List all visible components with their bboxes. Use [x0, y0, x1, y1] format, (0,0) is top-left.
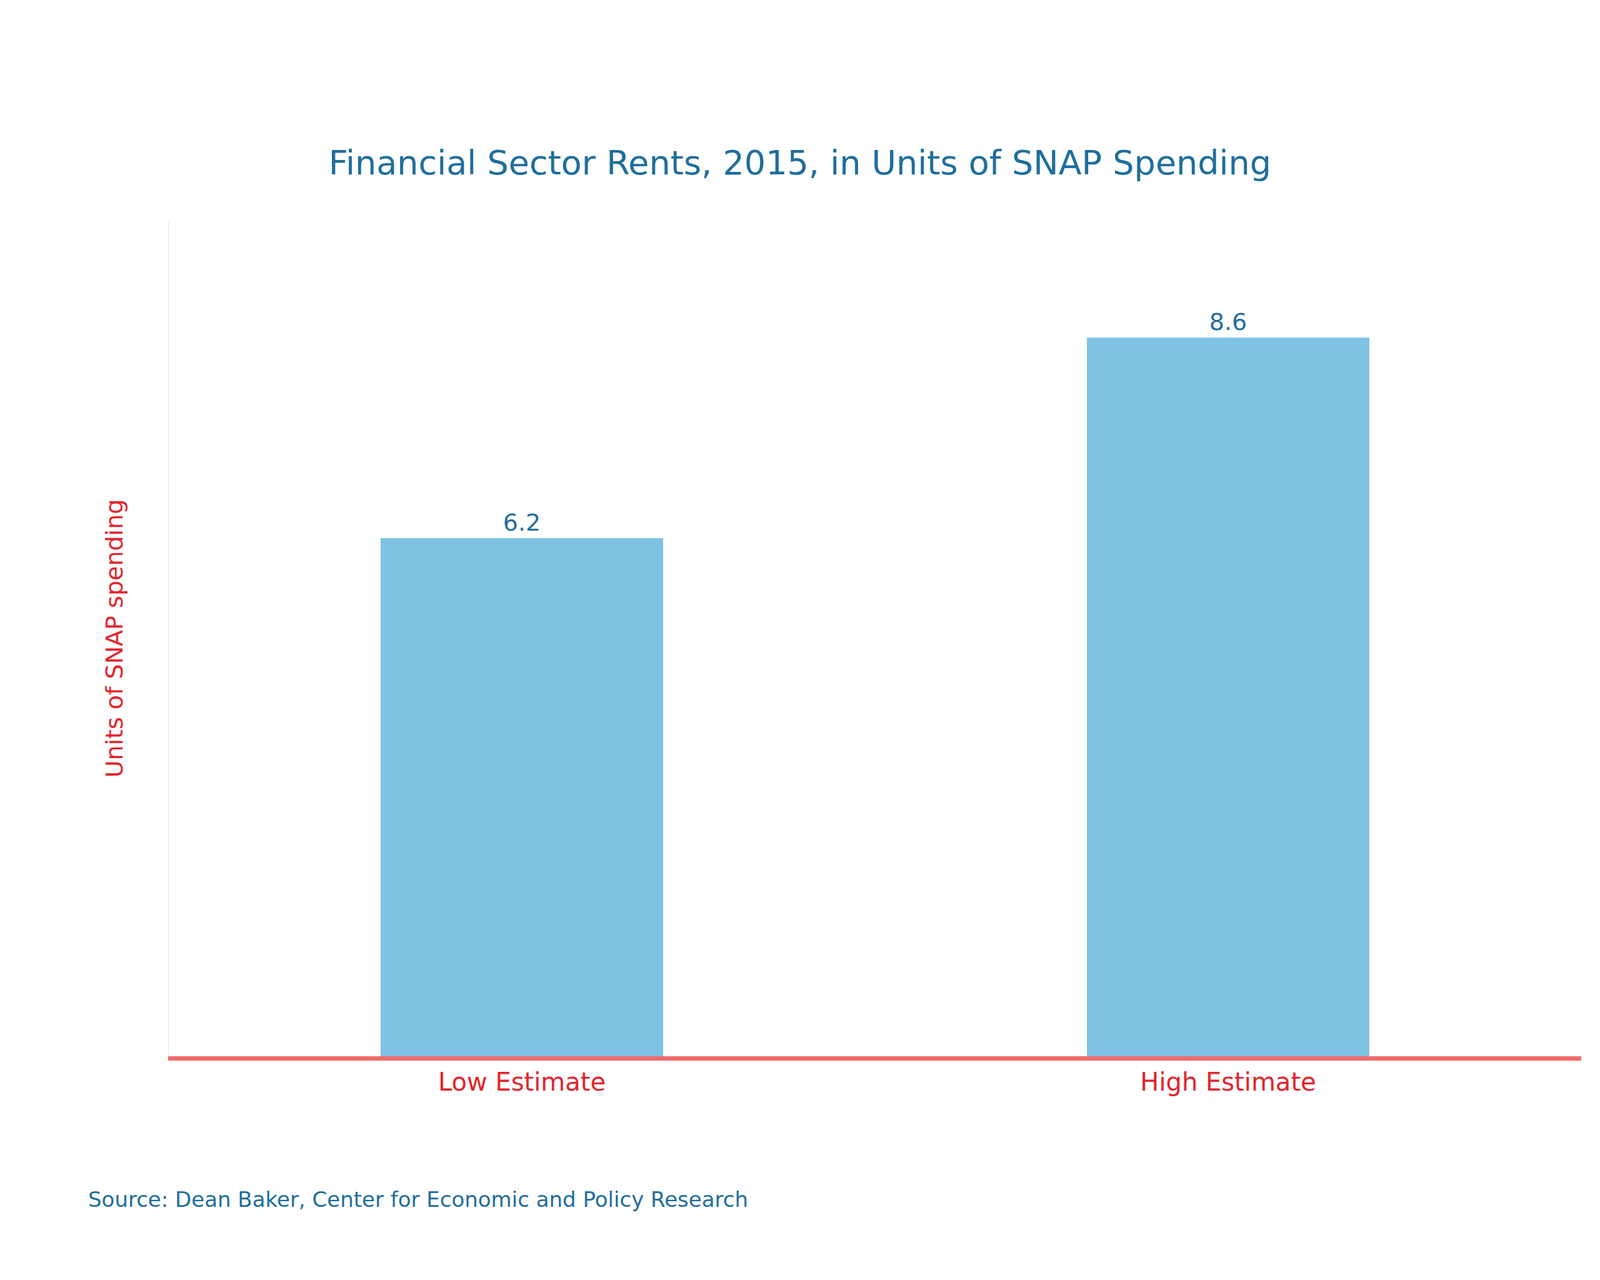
- svg-text:Low Estimate: Low Estimate: [438, 1067, 606, 1097]
- svg-text:Financial Sector Rents, 2015,: Financial Sector Rents, 2015, in Units o…: [328, 143, 1272, 183]
- svg-text:High Estimate: High Estimate: [1140, 1067, 1316, 1097]
- svg-text:8.6: 8.6: [1209, 308, 1247, 336]
- svg-text:6.2: 6.2: [503, 508, 541, 537]
- svg-text:Source: Dean Baker, Center for: Source: Dean Baker, Center for Economic …: [88, 1186, 749, 1212]
- svg-text:Units of SNAP spending: Units of SNAP spending: [100, 499, 129, 779]
